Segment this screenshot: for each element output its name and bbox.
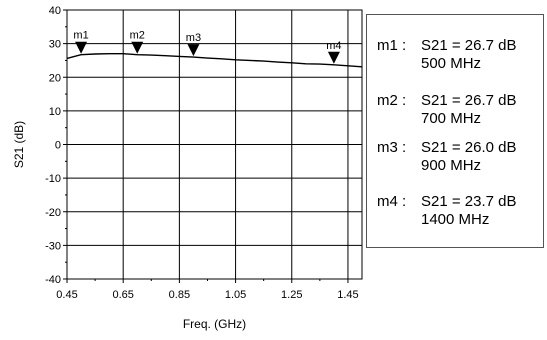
y-tick-label: -10: [45, 173, 61, 185]
x-tick-label: 0.45: [56, 289, 77, 301]
series-line-s21: [66, 53, 363, 68]
x-tick-label: 1.25: [281, 289, 302, 301]
x-tick-label: 0.85: [169, 289, 190, 301]
marker-frequency: 500 MHz: [421, 55, 482, 72]
marker-name: m3 :: [377, 139, 407, 156]
marker-readout-m1: m1 : S21 = 26.7 dB 500 MHz: [377, 37, 517, 73]
marker-value: S21 = 23.7 dB: [421, 193, 517, 210]
x-tick-label: 1.05: [225, 289, 246, 301]
marker-triangle-m3: [187, 44, 200, 57]
y-axis: -40 -30 -20 -10 0 10 20 30 40: [45, 5, 67, 286]
marker-triangle-m2: [131, 41, 144, 54]
marker-label-m4: m4: [326, 40, 341, 52]
marker-frequency: 700 MHz: [421, 110, 482, 127]
x-axis-label: Freq. (GHz): [183, 317, 246, 331]
marker-readout-m2: m2 : S21 = 26.7 dB 700 MHz: [377, 92, 517, 128]
marker-frequency: 900 MHz: [421, 157, 482, 174]
y-tick-label: 40: [49, 5, 61, 17]
marker-name: m4 :: [377, 193, 407, 210]
y-tick-label: -40: [45, 274, 61, 286]
marker-label-m1: m1: [73, 30, 88, 42]
y-tick-label: 30: [49, 39, 61, 51]
marker-name: m2 :: [377, 92, 407, 109]
x-tick-label: 1.45: [337, 289, 358, 301]
series-layer: [66, 53, 363, 68]
marker-value: S21 = 26.7 dB: [421, 92, 517, 109]
marker-triangle-m4: [327, 51, 340, 64]
y-tick-label: -20: [45, 207, 61, 219]
marker-readout-m3: m3 : S21 = 26.0 dB 900 MHz: [377, 139, 517, 175]
marker-label-m3: m3: [186, 32, 201, 44]
marker-frequency: 1400 MHz: [421, 211, 490, 228]
y-tick-label: -30: [45, 240, 61, 252]
marker-readout-m4: m4 : S21 = 23.7 dB 1400 MHz: [377, 193, 517, 229]
marker-value: S21 = 26.0 dB: [421, 139, 517, 156]
marker-value: S21 = 26.7 dB: [421, 37, 517, 54]
x-axis: 0.45 0.65 0.85 1.05 1.25 1.45: [56, 279, 359, 301]
x-tick-label: 0.65: [112, 289, 133, 301]
y-tick-label: 0: [55, 140, 61, 152]
marker-label-m2: m2: [130, 30, 145, 42]
marker-readout-panel: m1 : S21 = 26.7 dB 500 MHz m2 : S21 = 26.7…: [366, 14, 544, 248]
y-axis-label: S21 (dB): [12, 121, 26, 168]
marker-triangle-m1: [75, 41, 88, 54]
marker-name: m1 :: [377, 37, 407, 54]
grid: [66, 9, 362, 280]
markers-layer: m1 m2 m3 m4: [73, 30, 342, 64]
y-tick-label: 20: [49, 72, 61, 84]
y-tick-label: 10: [49, 106, 61, 118]
